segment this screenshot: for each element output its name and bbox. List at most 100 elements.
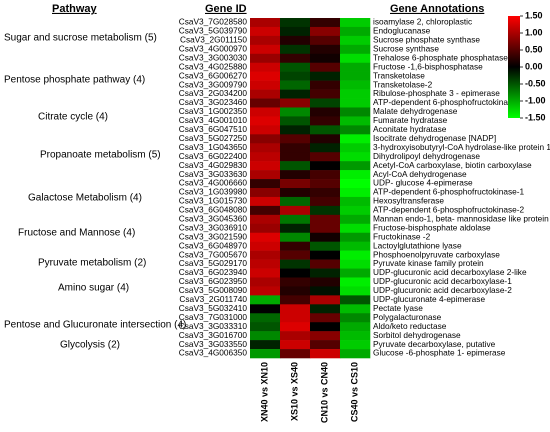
heatmap-cell — [280, 71, 311, 81]
gene-annotation: Isocitrate dehydrogenase [NADP] — [373, 133, 496, 143]
heatmap-cell — [280, 196, 311, 207]
heatmap-cell — [280, 349, 311, 359]
gene-annotation: Trehalose 6-phosphate phosphatase — [373, 52, 508, 62]
heatmap-cell — [340, 80, 371, 90]
heatmap-cell — [280, 35, 311, 46]
heatmap-cell — [280, 125, 311, 135]
heatmap-cell — [310, 80, 341, 90]
heatmap-cell — [310, 125, 341, 135]
gene-annotation: Aldo/keto reductase — [373, 321, 447, 331]
column-label: XS10 vs XS40 — [289, 362, 299, 421]
heatmap-cell — [250, 143, 281, 153]
gene-id: CsaV3_5G008090 — [179, 285, 248, 295]
gene-id: CsaV3_7G005670 — [179, 249, 248, 259]
gene-id: CsaV3_7G028580 — [179, 17, 248, 27]
heatmap-cell — [310, 179, 341, 189]
gene-id: CsaV3_3G033310 — [179, 321, 248, 331]
heatmap-cell — [340, 143, 371, 153]
heatmap-cell — [280, 241, 311, 251]
heatmap-cell — [250, 250, 281, 260]
heatmap-cell — [250, 340, 281, 350]
gene-annotation: UDP- glucose 4-epimerase — [373, 178, 473, 188]
heatmap-cell — [280, 53, 311, 64]
heatmap-cell — [280, 44, 311, 55]
gene-id: CsaV3_7G031000 — [179, 312, 248, 322]
gene-id: CsaV3_6G022400 — [179, 151, 248, 161]
gene-id: CsaV3_4G006350 — [179, 348, 248, 358]
heatmap-cell — [250, 241, 281, 251]
heatmap-cell — [250, 349, 281, 359]
gene-annotation: Ribulose-phosphate 3 - epimerase — [373, 88, 500, 98]
colorbar-tick-label: 1.50 — [525, 10, 543, 20]
gene-annotation: UDP-glucuronic acid decarboxylase-2 — [373, 285, 512, 295]
heatmap-cell — [250, 116, 281, 126]
heatmap-cell — [310, 259, 341, 269]
heatmap-cell — [250, 71, 281, 81]
pathway-label: Glycolysis (2) — [60, 340, 120, 351]
heatmap-cell — [340, 152, 371, 162]
heatmap-cell — [340, 214, 371, 225]
heatmap-cell — [310, 53, 341, 64]
heatmap-cell — [250, 259, 281, 269]
heatmap-cell — [250, 205, 281, 216]
heatmap-cell — [340, 277, 371, 287]
heatmap-cell — [310, 152, 341, 162]
gene-id: CsaV3_3G009790 — [179, 79, 248, 89]
heatmap-cell — [250, 268, 281, 278]
heatmap-cell — [340, 71, 371, 81]
gene-annotation: Glucose -6-phosphate 1- epimerase — [373, 348, 506, 358]
heatmap-cell — [280, 322, 311, 332]
heatmap-cell — [280, 170, 311, 180]
heatmap-cell — [340, 18, 371, 28]
gene-annotation: Sucrose synthase — [373, 44, 439, 54]
gene-id: CsaV3_2G034200 — [179, 88, 248, 98]
heatmap-cell — [250, 277, 281, 287]
heatmap-cell — [250, 170, 281, 180]
gene-annotation: Endoglucanase — [373, 26, 431, 36]
heatmap-cell — [340, 340, 371, 350]
heatmap-cell — [310, 313, 341, 323]
heatmap-cell — [340, 223, 371, 234]
gene-annotation: Hexosyltransferase — [373, 196, 444, 206]
heatmap-cell — [340, 53, 371, 64]
heatmap-cell — [250, 62, 281, 72]
heatmap-cell — [340, 232, 371, 242]
heatmap-cell — [310, 205, 341, 216]
gene-id: CsaV3_1G043650 — [179, 142, 248, 152]
column-label: XN40 vs XN10 — [259, 362, 269, 422]
heatmap-cell — [340, 116, 371, 126]
heatmap-cell — [280, 340, 311, 350]
heatmap-cell — [340, 205, 371, 216]
heatmap-cell — [250, 107, 281, 117]
heatmap-cell — [340, 304, 371, 314]
heatmap-cell — [250, 44, 281, 55]
heatmap-cell — [310, 322, 341, 332]
pathway-label: Fructose and Mannose (4) — [18, 228, 135, 239]
heatmap-cell — [250, 232, 281, 242]
heatmap-cell — [250, 295, 281, 305]
heatmap-cell — [280, 268, 311, 278]
gene-id: CsaV3_2G011150 — [180, 35, 247, 45]
heatmap-cell — [280, 98, 311, 108]
heatmap-cell — [310, 134, 341, 144]
gene-id: CsaV3_3G033550 — [179, 339, 248, 349]
heatmap-cell — [280, 205, 311, 216]
heatmap-cell — [310, 349, 341, 359]
colorbar — [508, 16, 520, 118]
gene-annotation: Fructose -1,6-bisphosphatase — [373, 61, 483, 71]
heatmap-cell — [310, 286, 341, 296]
gene-id: CsaV3_6G048970 — [179, 240, 248, 250]
heatmap-cell — [310, 35, 341, 46]
heatmap-cell — [280, 313, 311, 323]
heatmap-cell — [340, 89, 371, 99]
heatmap-cell — [340, 134, 371, 144]
gene-annotation: UDP-glucuronic acid decarboxylase 2-like — [373, 267, 527, 277]
heatmap-cell — [280, 188, 311, 198]
heatmap-cell — [340, 26, 371, 37]
heatmap-cell — [250, 179, 281, 189]
heatmap-cell — [250, 313, 281, 323]
colorbar-tick-label: 0.00 — [525, 61, 543, 71]
gene-id: CsaV3_3G023460 — [179, 97, 248, 107]
heatmap-cell — [250, 214, 281, 225]
